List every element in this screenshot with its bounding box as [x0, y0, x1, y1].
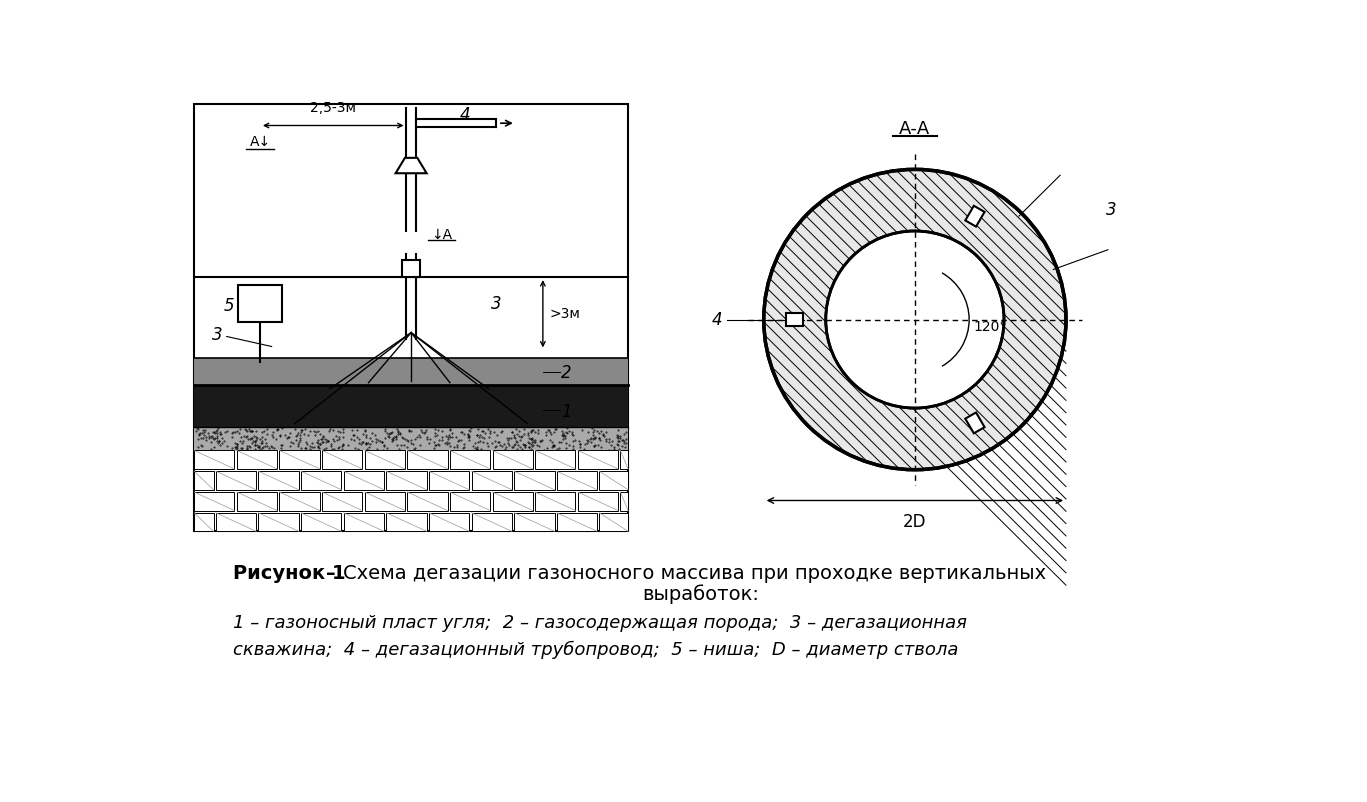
Text: скважина;  4 – дегазационный трубопровод;  5 – ниша;  D – диаметр ствола: скважина; 4 – дегазационный трубопровод;…	[232, 641, 958, 659]
Bar	[216, 472, 256, 490]
Bar	[236, 451, 278, 469]
Bar	[323, 451, 362, 469]
Text: 2,5-3м: 2,5-3м	[310, 101, 355, 115]
Bar	[492, 451, 533, 469]
Text: 1: 1	[560, 403, 571, 421]
Bar	[534, 451, 576, 469]
Bar	[429, 512, 469, 531]
Bar	[514, 512, 555, 531]
Text: 3: 3	[491, 295, 502, 313]
Bar	[323, 492, 362, 511]
Text: Рисунок 1: Рисунок 1	[232, 565, 346, 583]
Bar	[600, 472, 627, 490]
Polygon shape	[395, 158, 427, 173]
Bar	[194, 427, 627, 451]
Bar	[621, 451, 627, 469]
Bar	[472, 512, 511, 531]
Text: выработок:: выработок:	[641, 585, 759, 604]
Text: –: –	[325, 565, 335, 583]
Polygon shape	[786, 314, 804, 326]
Text: 2: 2	[560, 364, 571, 383]
Bar	[365, 451, 405, 469]
Text: 3: 3	[212, 326, 223, 344]
Polygon shape	[965, 206, 984, 227]
Bar	[407, 492, 447, 511]
Bar	[194, 358, 627, 385]
Text: ↓А: ↓А	[432, 228, 452, 242]
Text: 1 – газоносный пласт угля;  2 – газосодержащая порода;  3 – дегазационная: 1 – газоносный пласт угля; 2 – газосодер…	[232, 614, 966, 633]
Bar	[194, 472, 213, 490]
Bar	[492, 492, 533, 511]
Bar	[534, 492, 576, 511]
Bar	[216, 512, 256, 531]
Bar	[343, 472, 384, 490]
Bar	[556, 472, 597, 490]
Bar	[365, 492, 405, 511]
Text: 4: 4	[712, 310, 723, 329]
Bar	[194, 385, 627, 427]
Bar	[238, 285, 283, 322]
Bar	[343, 512, 384, 531]
Bar	[429, 472, 469, 490]
Bar	[578, 451, 618, 469]
Text: 5: 5	[224, 298, 234, 315]
Bar	[387, 472, 427, 490]
Bar	[472, 472, 511, 490]
Bar	[258, 512, 299, 531]
Text: А-А: А-А	[899, 119, 931, 138]
Polygon shape	[965, 412, 984, 433]
Text: Схема дегазации газоносного массива при проходке вертикальных: Схема дегазации газоносного массива при …	[343, 565, 1046, 583]
Text: А↓: А↓	[249, 136, 271, 149]
Bar	[194, 451, 234, 469]
Bar	[556, 512, 597, 531]
Bar	[600, 512, 627, 531]
Bar	[621, 492, 627, 511]
Bar	[194, 451, 627, 531]
Bar	[194, 512, 213, 531]
Bar	[279, 451, 320, 469]
Text: 2D: 2D	[904, 512, 927, 531]
Bar	[578, 492, 618, 511]
Bar	[236, 492, 278, 511]
Text: >3м: >3м	[550, 307, 580, 321]
Bar	[514, 472, 555, 490]
Text: 3: 3	[1106, 200, 1117, 219]
Bar	[301, 472, 342, 490]
Bar	[407, 451, 447, 469]
Bar	[301, 512, 342, 531]
PathPatch shape	[764, 169, 1066, 470]
Bar	[450, 492, 491, 511]
Bar	[402, 261, 421, 277]
Bar	[258, 472, 299, 490]
Text: 120°: 120°	[973, 320, 1006, 334]
Text: 4: 4	[461, 106, 470, 124]
Bar	[194, 492, 234, 511]
Bar	[387, 512, 427, 531]
Bar	[194, 104, 627, 531]
Bar	[279, 492, 320, 511]
Bar	[450, 451, 491, 469]
